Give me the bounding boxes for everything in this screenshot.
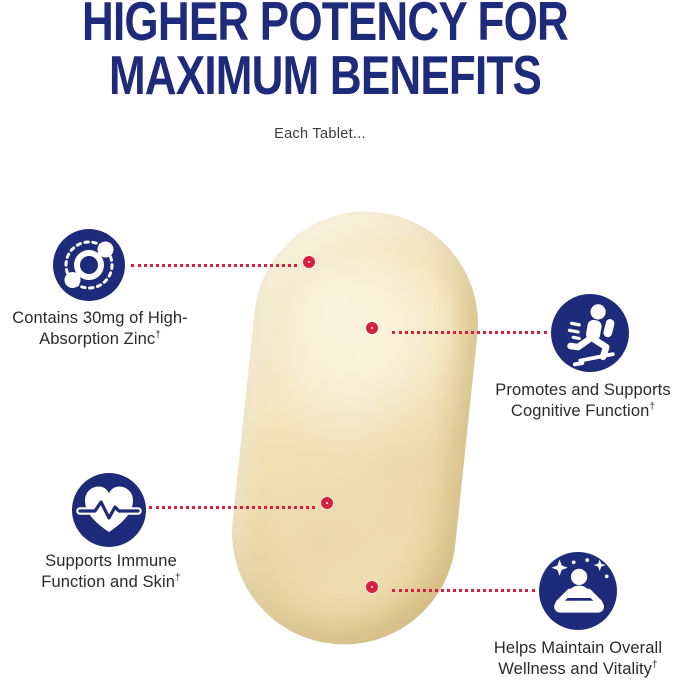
tablet-marker-immune: [321, 497, 333, 509]
meditation-sparkles-icon: [539, 552, 617, 630]
callout-text-cognitive: Promotes and Supports Cognitive Function…: [483, 380, 679, 421]
tablet-marker-cognitive: [366, 322, 378, 334]
absorption-orbit-icon: [53, 229, 125, 301]
callout-immune-line2: Function and Skin†: [41, 572, 181, 591]
tablet-marker-wellness: [366, 581, 378, 593]
subtitle: Each Tablet...: [274, 126, 366, 142]
callout-text-wellness: Helps Maintain Overall Wellness and Vita…: [477, 638, 679, 679]
dagger-footnote-mark: †: [175, 572, 181, 583]
dagger-footnote-mark: †: [155, 329, 161, 340]
callout-zinc-line2: Absorption Zinc†: [39, 329, 161, 348]
callout-text-immune: Supports Immune Function and Skin†: [12, 551, 210, 592]
leader-line-immune: [149, 506, 315, 509]
callout-wellness-line2: Wellness and Vitality†: [498, 659, 658, 678]
leader-line-wellness: [392, 589, 535, 592]
dagger-footnote-mark: †: [652, 659, 658, 670]
tablet-marker-zinc: [303, 256, 315, 268]
page-title: HIGHER POTENCY FOR MAXIMUM BENEFITS: [0, 0, 650, 106]
heart-pulse-icon: [72, 473, 146, 547]
callout-cognitive-line2: Cognitive Function†: [510, 401, 656, 420]
title-line-2: MAXIMUM BENEFITS: [108, 44, 542, 106]
callout-cognitive-line1: Promotes and Supports: [495, 381, 671, 399]
dagger-footnote-mark: †: [649, 401, 656, 412]
callout-zinc-line1: Contains 30mg of High-: [12, 309, 188, 327]
leader-line-cognitive: [392, 331, 547, 334]
tablet-image: [220, 200, 490, 656]
title-line-1: HIGHER POTENCY FOR: [82, 0, 569, 52]
running-person-icon: [551, 294, 629, 372]
leader-line-zinc: [131, 264, 297, 267]
callout-wellness-line1: Helps Maintain Overall: [493, 639, 663, 657]
callout-text-zinc: Contains 30mg of High- Absorption Zinc†: [0, 308, 200, 349]
callout-immune-line1: Supports Immune: [45, 552, 177, 570]
